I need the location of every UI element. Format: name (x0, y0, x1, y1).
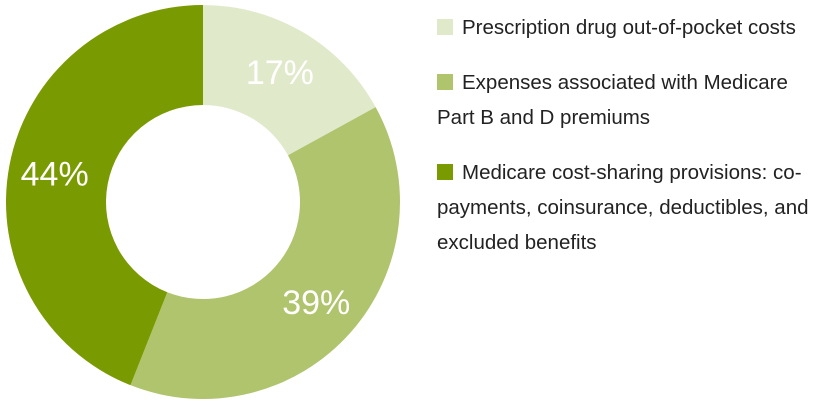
legend-label: Medicare cost-sharing provisions: co-pay… (437, 161, 809, 254)
legend-label: Prescription drug out-of-pocket costs (462, 16, 796, 39)
legend: Prescription drug out-of-pocket costs Ex… (437, 10, 817, 280)
legend-swatch (437, 19, 453, 35)
donut-chart: 17% 39% 44% (6, 5, 400, 399)
data-label: 44% (21, 156, 89, 194)
legend-item-prescription: Prescription drug out-of-pocket costs (437, 10, 817, 45)
donut-slice (130, 107, 400, 399)
donut-slice (203, 5, 376, 156)
legend-item-premiums: Expenses associated with Medicare Part B… (437, 65, 817, 135)
data-label: 17% (246, 54, 314, 92)
legend-swatch (437, 74, 453, 90)
legend-item-cost-sharing: Medicare cost-sharing provisions: co-pay… (437, 155, 817, 260)
legend-swatch (437, 164, 453, 180)
legend-label: Expenses associated with Medicare Part B… (437, 71, 788, 129)
donut-slice (6, 5, 204, 386)
data-label: 39% (282, 284, 350, 322)
